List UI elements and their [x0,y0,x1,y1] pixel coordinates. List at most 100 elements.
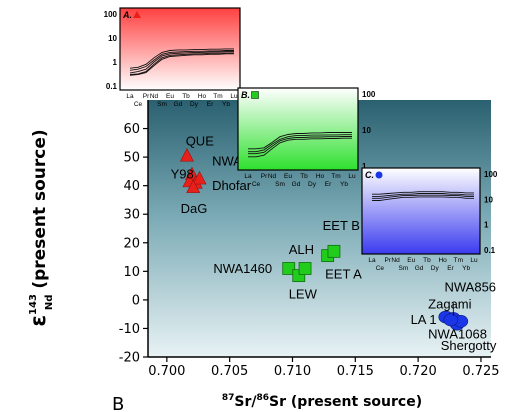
data-point-square [327,244,341,258]
ree-element-label: Sm [275,181,285,188]
y-axis-label: ε143 Nd (present source) [26,129,55,326]
ree-element-label: Ho [438,257,447,264]
ree-element-label: Pr [261,173,268,180]
ree-element-label: Lu [348,173,356,180]
ree-element-label: Ho [316,173,325,180]
ree-element-label: Ce [376,265,385,272]
y-tick-label: 50 [123,151,140,166]
inset-y-tick-label: 100 [104,10,118,19]
ree-curve [129,52,234,75]
sample-label: NWA1068 [428,326,487,341]
ree-element-label: Ce [134,101,143,108]
ree-element-label: Nd [150,93,159,100]
sample-label: Zagami [428,296,471,311]
sample-label: Y98 [171,167,194,182]
y-tick-label: -10 [119,322,140,337]
x-label-base1: Sr/ [234,394,257,410]
inset-b: B. 100 10 1 La Pr Nd Eu Tb Ho Tm Lu Ce Sm Gd Dy Er Yb [237,87,376,188]
ree-element-label: Er [207,101,214,108]
x-axis-label: 87Sr/86Sr (present source) [222,393,422,410]
inset-title: A. [122,10,132,20]
ree-curve [129,53,234,76]
ree-element-label: Nd [268,173,277,180]
inset-marker [251,91,259,99]
sample-label: Dhofar [212,178,252,193]
data-point-triangle [186,179,201,193]
sample-label: DaG [181,201,208,216]
ree-element-label: Eu [284,173,292,180]
ree-element-label: Lu [230,93,238,100]
ree-element-label: Dy [190,101,199,108]
inset-marker [133,11,141,18]
main-points [179,148,469,331]
sample-label: NWA [212,154,242,169]
sample-label: LA 1 [411,312,437,327]
ree-element-label: Tb [423,257,431,264]
inset-y-tick-label: 100 [362,90,376,99]
data-point-circle [443,313,459,327]
inset-marker [375,171,383,179]
ree-element-label: Yb [222,101,230,108]
sample-label: LEW [289,286,318,301]
inset-frame [237,87,359,171]
x-tick-label: 0.720 [400,364,437,379]
ree-curve [372,193,474,197]
data-point-square [282,262,296,275]
ree-element-label: Pr [143,93,150,100]
ree-element-label: Er [325,181,332,188]
ree-curve [372,194,474,199]
sample-label: EET B [323,218,360,233]
sample-label: EET A [325,266,362,281]
ree-element-label: Tm [331,173,340,180]
ree-element-label: Ce [252,181,261,188]
y-tick-label: 60 [123,122,140,137]
data-point-triangle [192,170,207,185]
ree-element-label: La [244,173,252,180]
y-tick-label: 30 [123,208,140,223]
y-label-prefix: ε [26,315,50,327]
y-tick-label: 40 [123,179,140,194]
ree-element-label: Yb [340,181,348,188]
inset-y-tick-label: 0.1 [106,82,118,91]
ree-element-label: Tm [213,93,222,100]
ree-element-label: Ho [198,93,207,100]
ree-element-label: Eu [166,93,174,100]
inset-a: A. 100 10 1 0.1 La Pr Nd Eu Tb Ho Tm Lu Ce Sm Gd Dy Er Yb [104,7,241,108]
inset-c: C. 100 10 1 0.1 La Pr Nd Eu Tb Ho Tm Lu Ce Sm Gd Dy Er Yb [361,167,498,272]
inset-frame [361,167,481,255]
inset-y-tick-label: 1 [362,162,367,171]
ree-curve [129,51,234,74]
inset-title: B. [241,90,250,100]
x-label-super2: 86 [257,393,270,403]
ree-element-label: Dy [431,265,440,272]
y-label-super: 143 [28,294,39,315]
main-axes: 0.700 0.705 0.710 0.715 0.720 0.725 -20 -10 0 10 2… [119,100,500,379]
ree-curve [129,48,234,69]
ree-element-label: Er [447,265,454,272]
ree-element-label: Gd [415,265,424,272]
ree-curve [248,136,352,155]
ree-element-label: Gd [292,181,301,188]
inset-y-tick-label: 10 [484,195,493,204]
data-point-square [298,262,312,275]
ree-curve [248,132,352,150]
x-label-super1: 87 [222,393,235,403]
ree-element-label: Tm [454,257,463,264]
inset-y-tick-label: 10 [108,34,117,43]
x-label-base2: Sr (present source) [269,394,422,410]
x-tick-label: 0.710 [274,364,311,379]
inset-y-tick-label: 100 [484,170,498,179]
ree-element-label: Tb [182,93,190,100]
ree-element-label: La [368,257,376,264]
ree-element-label: La [126,93,134,100]
ree-curve [248,137,352,158]
sample-label: QUE [186,134,215,149]
ree-element-label: Tb [300,173,308,180]
ree-element-label: Nd [391,257,400,264]
ree-element-label: Pr [384,257,391,264]
ree-element-label: Lu [470,257,478,264]
data-point-triangle [179,148,194,162]
